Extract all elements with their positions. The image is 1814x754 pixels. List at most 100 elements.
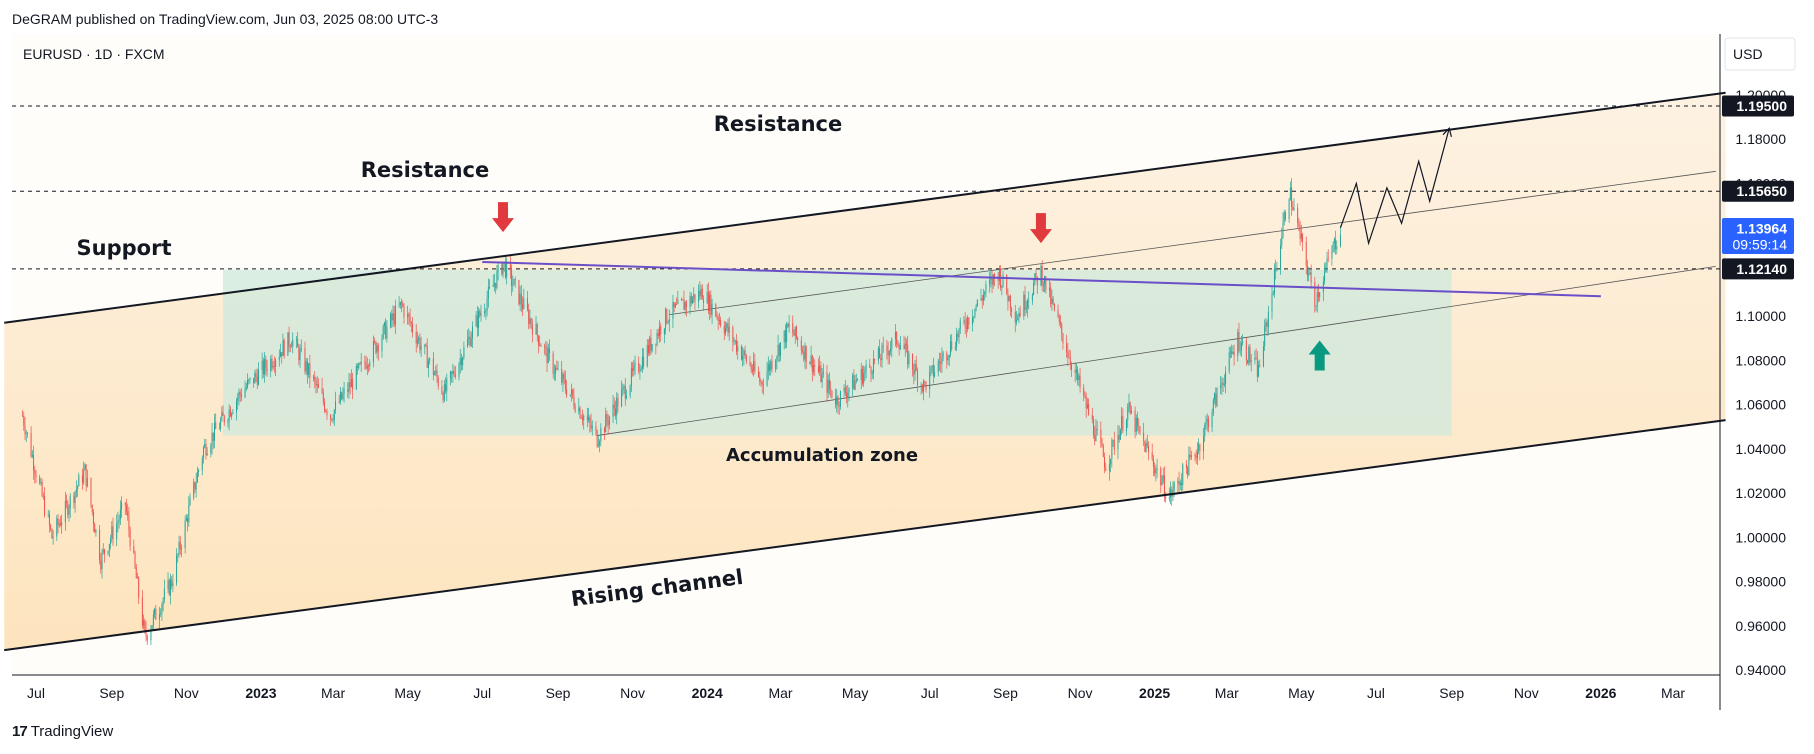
candle-body — [528, 309, 530, 324]
candle — [562, 372, 564, 392]
candle — [665, 307, 667, 335]
time-tick-label: Mar — [1661, 685, 1685, 701]
candle — [915, 355, 917, 372]
candle — [1177, 477, 1179, 493]
time-tick-label: May — [1288, 685, 1314, 701]
candle-body — [1331, 251, 1333, 259]
candle-body — [30, 432, 32, 457]
candle-body — [1075, 369, 1077, 373]
candle — [23, 411, 25, 431]
candle — [305, 357, 307, 376]
candle-body — [750, 365, 752, 370]
candle — [352, 372, 354, 400]
time-axis[interactable]: Jul Sep Nov 2023 Mar May Jul Sep Nov 2024 Mar May Ju… — [27, 685, 1685, 701]
candle-body — [391, 313, 393, 321]
candle — [322, 388, 324, 406]
candle-body — [359, 363, 361, 365]
candle — [718, 312, 720, 326]
candle-body — [73, 495, 75, 503]
candle — [761, 380, 763, 394]
candle-body — [590, 422, 592, 429]
candle — [408, 312, 410, 325]
candle-body — [1023, 294, 1025, 317]
candle-body — [1283, 212, 1285, 223]
candle-body — [1259, 365, 1261, 367]
candle — [434, 370, 436, 376]
candle-body — [548, 348, 550, 354]
candle — [1050, 282, 1052, 308]
candle — [298, 343, 300, 366]
candle-body — [586, 415, 588, 421]
candle-body — [245, 387, 247, 390]
price-tag-support-background — [1722, 258, 1794, 280]
candle-body — [52, 536, 54, 539]
candle-body — [865, 364, 867, 370]
candle-body — [196, 472, 198, 483]
candle-body — [1119, 429, 1121, 440]
candle-body — [698, 290, 700, 302]
candle — [112, 517, 114, 546]
candle — [1138, 418, 1140, 434]
candle — [1178, 471, 1180, 493]
candle — [155, 604, 157, 621]
candle — [1113, 431, 1115, 456]
candle — [188, 495, 190, 527]
candle-body — [683, 299, 685, 310]
candle-body — [511, 270, 513, 286]
candle — [811, 354, 813, 382]
candle-body — [1067, 352, 1069, 358]
candle — [41, 478, 43, 498]
candle-body — [843, 387, 845, 391]
candle-body — [1231, 351, 1233, 355]
candle — [552, 350, 554, 379]
candle — [1297, 203, 1299, 228]
candle-body — [255, 373, 257, 377]
candle-body — [129, 530, 131, 547]
time-tick-label: Sep — [99, 685, 124, 701]
candle — [78, 472, 80, 487]
candle-body — [1281, 236, 1283, 246]
candle-body — [1144, 440, 1146, 452]
candle — [1093, 416, 1095, 439]
candle — [942, 350, 944, 362]
time-tick-label: Mar — [768, 685, 792, 701]
candle-body — [247, 380, 249, 388]
candle-body — [471, 326, 473, 339]
candle-body — [641, 356, 643, 369]
candle-body — [94, 523, 96, 533]
price-axis[interactable]: 0.940000.960000.980001.000001.020001.040… — [1735, 87, 1786, 678]
candle-body — [1232, 351, 1234, 355]
candle-body — [66, 500, 68, 503]
candle — [512, 275, 514, 292]
symbol-label[interactable]: EURUSD · 1D · FXCM — [23, 46, 165, 62]
candle-body — [1041, 266, 1043, 286]
candle-body — [163, 588, 165, 600]
candle — [392, 305, 394, 328]
candle-body — [544, 346, 546, 348]
candle-body — [727, 323, 729, 333]
candle — [1265, 317, 1267, 332]
candle-body — [1177, 481, 1179, 483]
candle-body — [287, 332, 289, 356]
candle — [493, 273, 495, 292]
candle-body — [1181, 482, 1183, 485]
candle-body — [569, 394, 571, 396]
candle-body — [1335, 239, 1337, 250]
candle-body — [479, 311, 481, 316]
candle — [107, 550, 109, 556]
candle-body — [992, 274, 994, 285]
candle — [1074, 362, 1076, 383]
currency-button[interactable]: USD — [1724, 37, 1796, 71]
candle — [556, 360, 558, 371]
candle-body — [1083, 387, 1085, 396]
candle — [202, 445, 204, 464]
candle — [231, 412, 233, 420]
candle-body — [740, 346, 742, 360]
candle-body — [1302, 233, 1304, 243]
candle — [272, 360, 274, 370]
candle — [460, 353, 462, 371]
candle-body — [1074, 369, 1076, 373]
candle — [720, 316, 722, 328]
candle — [1325, 262, 1327, 273]
